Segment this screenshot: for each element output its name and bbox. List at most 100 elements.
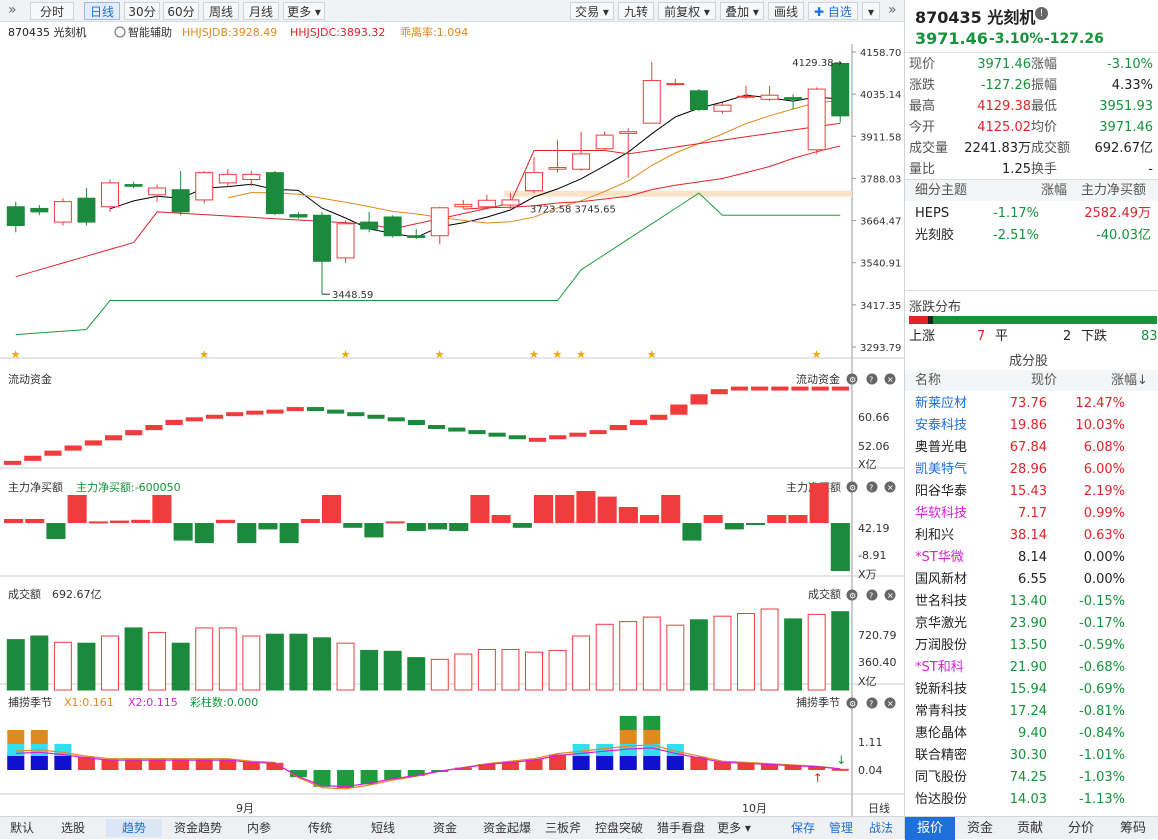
constituent-row[interactable]: *ST华微 8.14 0.00% [905,547,1158,568]
close-icon[interactable] [884,373,896,385]
stock-change: -0.17% [1079,616,1125,631]
support-line [15,192,841,336]
help-icon[interactable] [866,481,878,493]
theme-net: -40.03亿 [1096,228,1151,243]
help-icon[interactable] [866,589,878,601]
constituent-row[interactable]: 国风新材 6.55 0.00% [905,569,1158,590]
constituent-row[interactable]: 联合精密 30.30 -1.01% [905,745,1158,766]
constituent-row[interactable]: 阳谷华泰 15.43 2.19% [905,481,1158,502]
info-icon[interactable]: ! [1035,7,1048,20]
chart-svg[interactable]: 870435 光刻机 智能辅助 HHJSJDB:3928.49 HHJSJDC:… [0,22,904,816]
tab-monthly[interactable]: 月线 [243,2,279,20]
draw-button[interactable]: 画线 [768,2,804,20]
gear-icon[interactable] [846,373,858,385]
assist-toggle-icon[interactable] [114,26,126,38]
constituent-row[interactable]: 万润股份 13.50 -0.59% [905,635,1158,656]
tab-stock-pick[interactable]: 选股 [60,821,85,835]
adjust-dropdown[interactable]: 前复权 ▾ [658,2,716,20]
candle-body [6,206,25,227]
theme-row[interactable]: 光刻胶 -2.51% -40.03亿 [905,225,1158,246]
tab-hunter[interactable]: 猎手看盘 [656,821,705,835]
constituent-row[interactable]: 凯美特气 28.96 6.00% [905,459,1158,480]
tab-three-axe[interactable]: 三板斧 [544,821,581,835]
flow-right-label: 流动资金 [796,372,840,386]
tab-funds[interactable]: 资金 [432,821,457,835]
constituent-row[interactable]: 世名科技 13.40 -0.15% [905,591,1158,612]
save-button[interactable]: 保存 [790,821,815,835]
quote-label: 成交额 [1031,141,1071,156]
candle [713,102,732,114]
tab-fund-trend[interactable]: 资金趋势 [173,821,222,835]
constituent-row[interactable]: 利和兴 38.14 0.63% [905,525,1158,546]
toolbar-menu-dropdown[interactable]: ▾ [862,2,880,20]
tab-more-bottom[interactable]: 更多 ▾ [717,821,751,835]
tab-default[interactable]: 默认 [9,821,34,835]
tab-control-break[interactable]: 控盘突破 [594,821,643,835]
overlay-dropdown[interactable]: 叠加 ▾ [720,2,764,20]
close-icon[interactable] [884,589,896,601]
candle-body [831,62,850,117]
manage-button[interactable]: 管理 [828,821,853,835]
constituent-row[interactable]: *ST和科 21.90 -0.68% [905,657,1158,678]
theme-row[interactable]: HEPS -1.17% 2582.49万 [905,203,1158,224]
collapse-icon[interactable]: » [8,2,17,18]
tab-short[interactable]: 短线 [370,821,395,835]
volume-bar [784,618,803,691]
tab-chips[interactable]: 筹码 [1119,821,1146,836]
tab-intraday[interactable]: 分时 [30,2,74,20]
constituent-row[interactable]: 新莱应材 73.76 12.47% [905,393,1158,414]
tab-price-dist[interactable]: 分价 [1067,821,1094,836]
season-bar [384,770,402,780]
constituent-row[interactable]: 惠伦晶体 9.40 -0.84% [905,723,1158,744]
tab-internal[interactable]: 内参 [246,821,271,835]
candle [548,140,567,173]
tab-fund-burst[interactable]: 资金起爆 [482,821,531,835]
add-watch-button[interactable]: ✚ 自选 [808,2,858,20]
tab-30min[interactable]: 30分 [124,2,160,20]
stock-name: 万润股份 [915,638,968,653]
volume-bar [595,623,614,691]
gear-icon[interactable] [846,481,858,493]
help-icon[interactable] [866,697,878,709]
constituent-row[interactable]: 安泰科技 19.86 10.03% [905,415,1158,436]
candle [477,194,496,209]
tab-weekly[interactable]: 周线 [203,2,239,20]
trade-dropdown[interactable]: 交易 ▾ [570,2,614,20]
gear-icon[interactable] [846,697,858,709]
stock-price: 15.94 [1009,682,1047,697]
stock-price: 9.40 [1018,726,1047,741]
help-icon[interactable] [866,373,878,385]
constituent-row[interactable]: 奥普光电 67.84 6.08% [905,437,1158,458]
chart-area[interactable]: 870435 光刻机 智能辅助 HHJSJDB:3928.49 HHJSJDC:… [0,22,904,816]
season-cyan [596,744,614,756]
stock-change: -0.81% [1079,704,1125,719]
constituent-row[interactable]: 华软科技 7.17 0.99% [905,503,1158,524]
close-icon[interactable] [884,697,896,709]
divider [905,52,1158,53]
strategy-button[interactable]: 战法 [868,821,893,835]
tab-quote[interactable]: 报价 [905,817,955,840]
nine-turn-button[interactable]: 九转 [618,2,654,20]
tab-60min[interactable]: 60分 [163,2,199,20]
constituent-row[interactable]: 同飞股份 74.25 -1.03% [905,767,1158,788]
col-name[interactable]: 名称 [915,373,942,388]
tab-more[interactable]: 更多 ▾ [283,2,325,20]
stock-name: 同飞股份 [915,770,968,785]
close-icon[interactable] [884,481,896,493]
constituent-row[interactable]: 怡达股份 14.03 -1.13% [905,789,1158,810]
candle-body [313,214,331,262]
constituent-row[interactable]: 常青科技 17.24 -0.81% [905,701,1158,722]
col-change-sorted[interactable]: 涨幅↓ [1111,373,1148,388]
collapse-right-icon[interactable]: » [888,2,897,18]
tab-contribution[interactable]: 贡献 [1016,821,1043,836]
tab-daily[interactable]: 日线 [84,2,120,20]
right-tab-bar: 报价 资金 贡献 分价 筹码 [905,816,1158,840]
flow-bar [589,430,607,435]
tab-trend[interactable]: 趋势 [106,819,162,837]
tab-traditional[interactable]: 传统 [307,821,332,835]
col-price[interactable]: 现价 [1031,373,1058,388]
constituent-row[interactable]: 京华激光 23.90 -0.17% [905,613,1158,634]
tab-capital[interactable]: 资金 [966,821,993,836]
constituent-row[interactable]: 锐新科技 15.94 -0.69% [905,679,1158,700]
gear-icon[interactable] [846,589,858,601]
